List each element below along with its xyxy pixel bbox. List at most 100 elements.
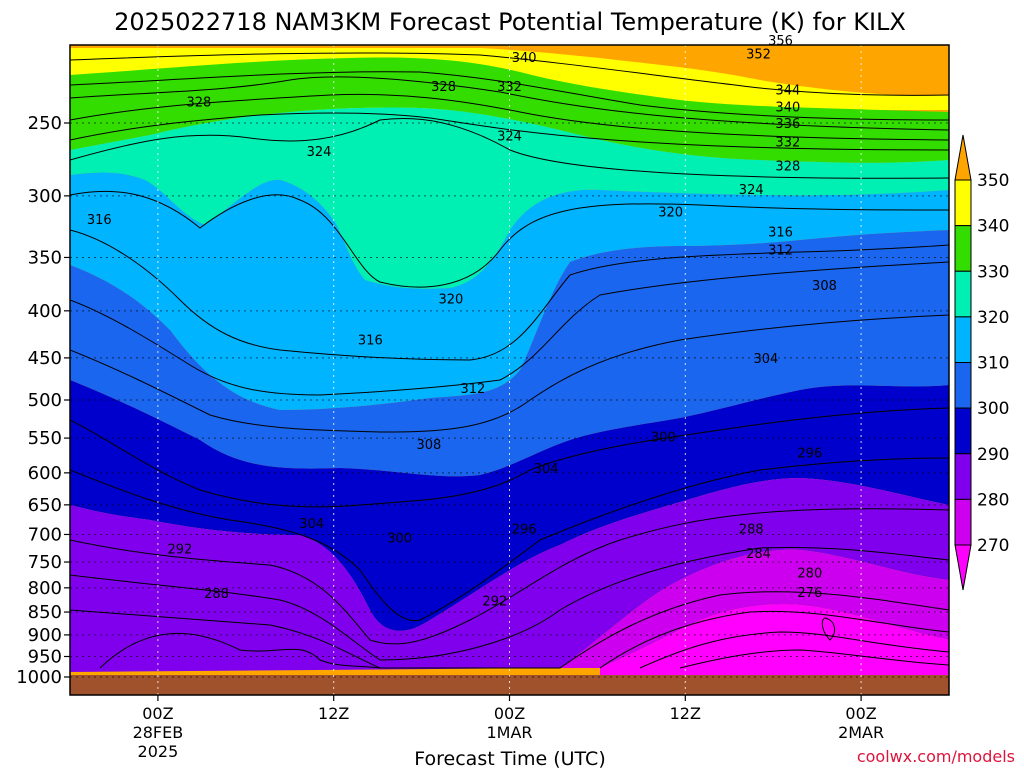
colorbar-label: 280 (977, 490, 1009, 510)
contour-line (70, 508, 949, 645)
contour-label: 328 (431, 80, 456, 95)
contour-label: 288 (204, 587, 229, 602)
contour-label: 292 (167, 542, 192, 557)
y-tick-label: 700 (28, 524, 62, 545)
contour-label: 352 (746, 47, 771, 62)
contour-lines (70, 52, 949, 669)
y-tick-label: 300 (28, 186, 62, 207)
contour-label: 304 (299, 517, 324, 532)
contour-label: 340 (512, 51, 537, 66)
contour-label: 320 (658, 206, 683, 221)
y-tick-label: 600 (28, 463, 62, 484)
contour-line (70, 407, 949, 508)
contour-line (821, 617, 836, 641)
ground-surface (70, 675, 949, 695)
contour-line (70, 457, 949, 622)
contour-label: 316 (358, 334, 383, 349)
contour-label: 356 (768, 34, 793, 49)
colorbar-segment (954, 453, 972, 500)
y-tick-label: 650 (28, 495, 62, 516)
x-tick-label: 2025 (138, 742, 179, 761)
x-tick-label: 1MAR (486, 723, 532, 742)
band-290-300 (70, 380, 949, 631)
contour-line (70, 71, 949, 121)
y-tick-label: 900 (28, 625, 62, 646)
credit-link[interactable]: coolwx.com/models (857, 747, 1015, 766)
colorbar-segment (954, 316, 972, 363)
contour-line (70, 52, 949, 96)
contour-label: 300 (651, 431, 676, 446)
band-270-280 (560, 549, 949, 668)
contour-label: 336 (775, 117, 800, 132)
colorbar-bottom-arrow (954, 544, 972, 591)
contour-label: 308 (417, 438, 442, 453)
colorbar-label: 350 (977, 171, 1009, 191)
x-tick-label: 00Z (142, 704, 173, 723)
contour-line (70, 261, 949, 396)
contour-label: 300 (387, 531, 412, 546)
contour-label: 308 (812, 279, 837, 294)
contour-label: 344 (775, 84, 800, 99)
x-tick-label: 00Z (494, 704, 525, 723)
y-axis: 2503003504004505005506006507007508008509… (16, 113, 70, 688)
contour-line (70, 112, 949, 151)
contour-label: 292 (482, 595, 507, 610)
contour-line (70, 118, 949, 179)
contour-line (679, 649, 949, 669)
colorbar-top-arrow (954, 134, 972, 181)
contour-line (599, 610, 949, 669)
colorbar-segment (954, 225, 972, 272)
x-tick-label: 12Z (670, 704, 701, 723)
band-below-270 (600, 604, 949, 676)
y-tick-label: 400 (28, 301, 62, 322)
contour-line (70, 190, 949, 288)
contour-line (639, 631, 949, 669)
x-tick-label: 28FEB (133, 723, 184, 742)
contour-label: 304 (753, 352, 778, 367)
x-tick-label: 2MAR (838, 723, 884, 742)
contour-line (99, 632, 381, 669)
y-tick-label: 250 (28, 113, 62, 134)
colorbar-segment (954, 179, 972, 227)
x-tick-label: 00Z (845, 704, 876, 723)
y-tick-label: 500 (28, 390, 62, 411)
contour-line (70, 591, 949, 669)
x-axis-label: Forecast Time (UTC) (414, 748, 605, 768)
contour-label: 324 (739, 183, 764, 198)
contour-label: 284 (746, 547, 771, 562)
y-tick-label: 1000 (16, 667, 62, 688)
colorbar-label: 310 (977, 354, 1009, 374)
colorbar-label: 320 (977, 308, 1009, 328)
contour-label: 316 (87, 213, 112, 228)
y-tick-label: 850 (28, 602, 62, 623)
contour-line (70, 93, 949, 141)
contour-label: 304 (534, 462, 559, 477)
colorbar-label: 300 (977, 399, 1009, 419)
contour-label: 332 (497, 80, 522, 95)
contour-label: 296 (797, 446, 822, 461)
colorbar-label: 340 (977, 217, 1009, 237)
contour-line (70, 229, 949, 361)
y-tick-label: 800 (28, 578, 62, 599)
contour-label: 320 (438, 293, 463, 308)
contour-label: 280 (797, 567, 822, 582)
colorbar-label: 290 (977, 445, 1009, 465)
contour-label: 296 (512, 523, 537, 538)
y-tick-label: 450 (28, 348, 62, 369)
colorbar: 350 340 330 320 310 300 290 280 270 (954, 134, 1009, 591)
band-320-330 (70, 107, 949, 289)
y-tick-label: 550 (28, 428, 62, 449)
contour-label: 340 (775, 101, 800, 116)
colorbar-segment (954, 498, 972, 546)
contour-line (70, 76, 949, 131)
contour-label: 276 (797, 586, 822, 601)
contour-label: 328 (775, 159, 800, 174)
colorbar-segment (954, 362, 972, 409)
y-tick-label: 350 (28, 247, 62, 268)
contour-line (70, 546, 949, 661)
contour-label: 324 (497, 130, 522, 145)
x-tick-label: 12Z (318, 704, 349, 723)
contour-line (70, 314, 949, 433)
